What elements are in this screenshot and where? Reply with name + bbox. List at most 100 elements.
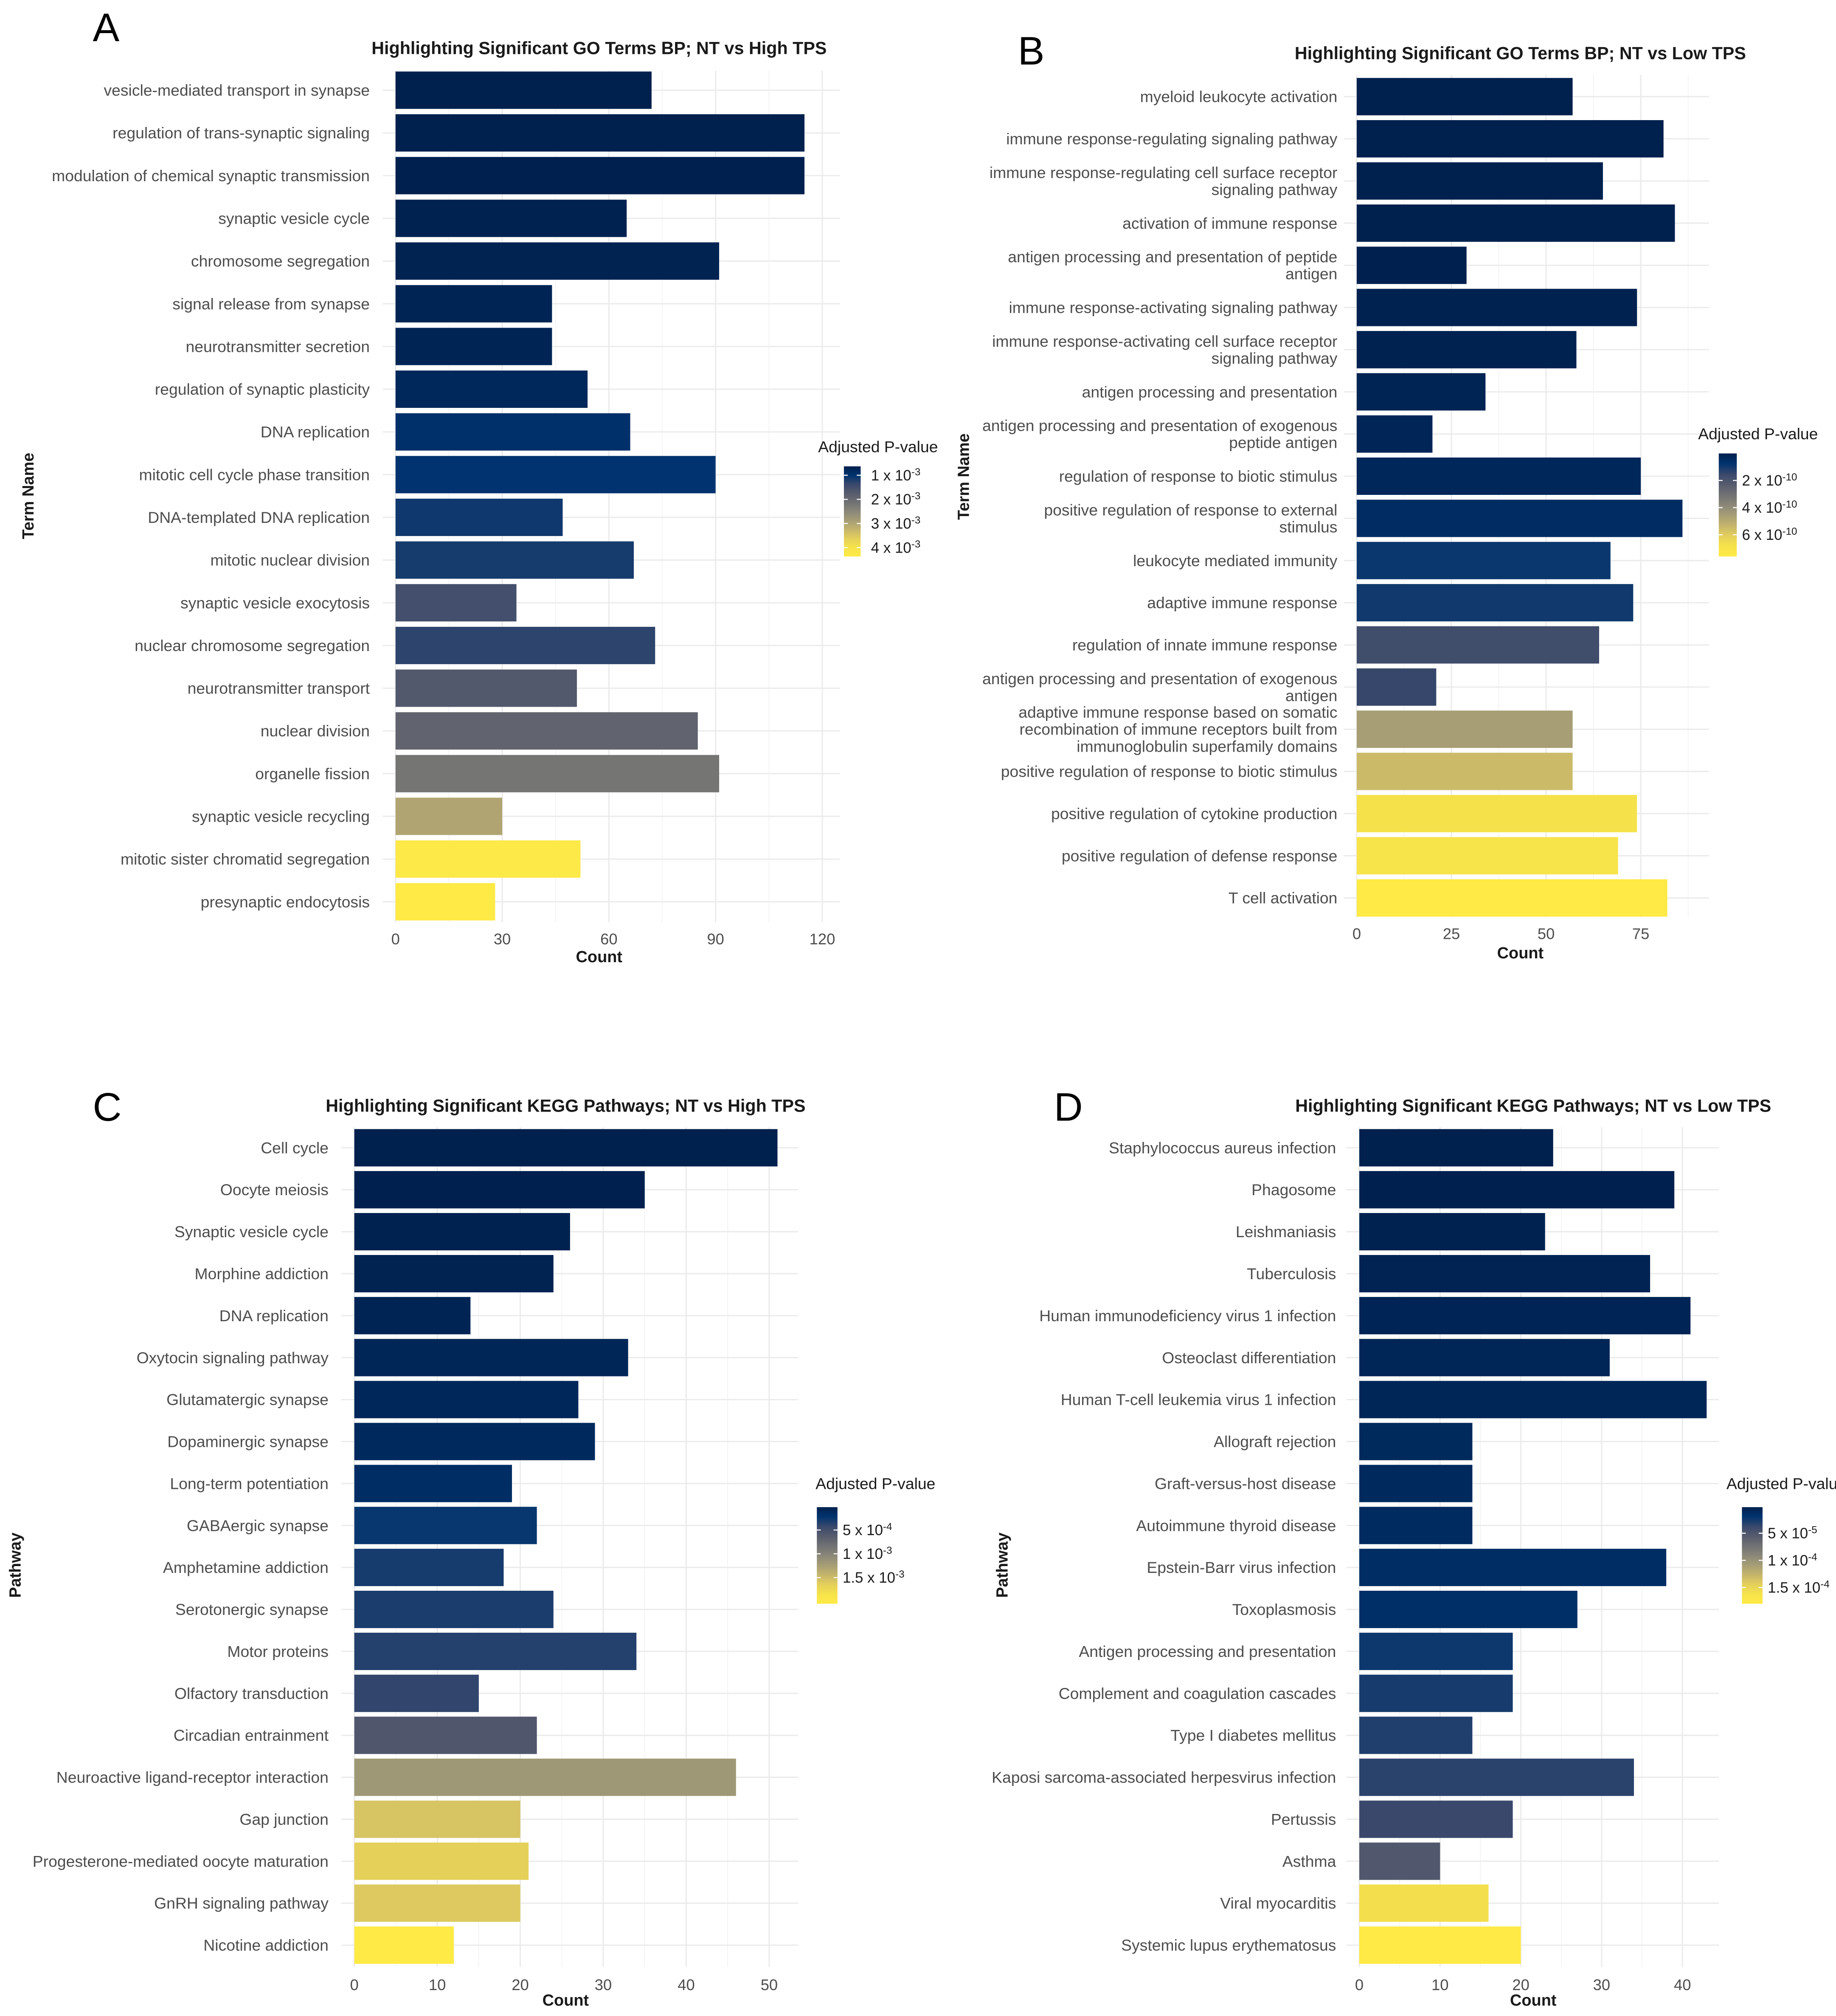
chart-title: Highlighting Significant GO Terms BP; NT…	[371, 39, 827, 58]
category-label: synaptic vesicle exocytosis	[180, 594, 370, 612]
bar	[354, 1129, 778, 1167]
category-label: Nicotine addiction	[203, 1936, 329, 1954]
category-label: Asthma	[1282, 1852, 1336, 1870]
category-label: adaptive immune response	[1147, 594, 1337, 612]
category-label: Human T-cell leukemia virus 1 infection	[1061, 1391, 1336, 1409]
legend-title: Adjusted P-value	[818, 438, 938, 455]
x-axis-title: Count	[1510, 1992, 1557, 2010]
category-label: GABAergic synapse	[187, 1516, 329, 1534]
color-legend: Adjusted P-value 5 x 10-4 1 x 10-3 1.5 x 10…	[815, 1475, 935, 1604]
category-label: positive regulation of response to exter…	[1044, 501, 1337, 536]
x-tick-label: 20	[512, 1976, 529, 1994]
panel-letter: A	[93, 5, 120, 50]
legend-tick-label: 2 x 10-3	[871, 491, 921, 508]
bar	[354, 1507, 537, 1544]
bar	[1359, 1297, 1691, 1334]
bar	[1356, 500, 1683, 537]
bar	[1359, 1800, 1513, 1838]
colorbar	[843, 466, 861, 557]
legend-tick-label: 1 x 10-3	[871, 466, 921, 484]
bar	[395, 626, 655, 664]
category-label: Toxoplasmosis	[1232, 1600, 1336, 1618]
bar	[1356, 795, 1637, 832]
bar	[354, 1716, 537, 1754]
x-tick-label: 40	[678, 1976, 695, 1994]
category-label: GnRH signaling pathway	[154, 1894, 329, 1912]
category-label: DNA replication	[219, 1307, 329, 1325]
category-label: immune response-regulating signaling pat…	[1006, 130, 1338, 148]
bar	[1356, 668, 1437, 706]
bar	[1356, 289, 1637, 326]
x-tick-label: 40	[1674, 1976, 1691, 1994]
x-axis-title: Count	[576, 948, 623, 966]
category-label: positive regulation of cytokine producti…	[1051, 805, 1337, 823]
category-label: Glutamatergic synapse	[166, 1391, 329, 1409]
bar	[395, 840, 581, 878]
category-label: leukocyte mediated immunity	[1133, 552, 1338, 570]
bar	[1356, 542, 1611, 579]
bar	[1359, 1591, 1577, 1629]
bar	[395, 157, 805, 194]
category-label: mitotic sister chromatid segregation	[121, 850, 370, 868]
bar	[354, 1423, 595, 1460]
x-tick-label: 10	[429, 1976, 446, 1994]
bar	[395, 71, 652, 109]
gridlines	[382, 70, 840, 923]
x-tick-label: 90	[707, 930, 724, 948]
bar	[395, 328, 552, 365]
bar	[395, 797, 503, 835]
bar	[354, 1465, 512, 1502]
panel-D: Staphylococcus aureus infection Phagosome…	[992, 1085, 1836, 2010]
x-tick-label: 50	[1538, 925, 1555, 943]
legend-tick-label: 1 x 10-3	[843, 1545, 892, 1562]
category-label: DNA-templated DNA replication	[148, 508, 370, 526]
x-tick-label: 25	[1443, 925, 1460, 943]
bar	[1359, 1213, 1545, 1251]
category-label: immune response-activating signaling pat…	[1009, 299, 1337, 317]
category-label: antigen processing and presentation	[1082, 383, 1338, 401]
category-label: Dopaminergic synapse	[167, 1433, 329, 1451]
category-label: Olfactory transduction	[174, 1685, 329, 1702]
x-tick-label: 10	[1431, 1976, 1448, 1994]
legend-title: Adjusted P-value	[815, 1475, 935, 1493]
x-tick-label: 30	[595, 1976, 612, 1994]
bar	[354, 1171, 645, 1209]
chart-title: Highlighting Significant KEGG Pathways; …	[326, 1096, 805, 1115]
bar	[395, 541, 634, 579]
bar	[395, 584, 517, 622]
category-label: Synaptic vesicle cycle	[174, 1223, 329, 1241]
gridlines	[1344, 75, 1709, 918]
bar	[395, 285, 552, 323]
bar	[395, 370, 588, 408]
panel-A: vesicle-mediated transport in synapse reg…	[20, 5, 938, 966]
panel-C: Cell cycle Oocyte meiosis Synaptic vesicle…	[7, 1085, 936, 2010]
legend-tick-label: 4 x 10-10	[1742, 499, 1797, 516]
colorbar	[1718, 453, 1737, 557]
bar	[1359, 1129, 1553, 1167]
category-label: synaptic vesicle cycle	[218, 209, 370, 227]
colorbar	[1742, 1507, 1763, 1604]
bar	[1356, 752, 1573, 790]
bar	[354, 1674, 479, 1712]
category-label: Complement and coagulation cascades	[1059, 1685, 1336, 1702]
x-tick-label: 0	[391, 930, 400, 948]
x-tick-label: 0	[350, 1976, 359, 1994]
category-label: immune response-regulating cell surface …	[990, 163, 1338, 198]
chart-title: Highlighting Significant KEGG Pathways; …	[1295, 1096, 1771, 1115]
category-label: Allograft rejection	[1214, 1433, 1336, 1451]
category-label: neurotransmitter transport	[188, 679, 370, 697]
bar	[1359, 1884, 1489, 1922]
x-tick-label: 30	[1593, 1976, 1610, 1994]
color-legend: Adjusted P-value 5 x 10-5 1 x 10-4 1.5 x 10…	[1726, 1475, 1836, 1604]
bar	[1356, 879, 1667, 917]
bar	[1359, 1255, 1650, 1292]
legend-tick-label: 2 x 10-10	[1742, 472, 1797, 489]
category-label: vesicle-mediated transport in synapse	[104, 81, 370, 99]
bar	[395, 712, 698, 750]
category-label: Epstein-Barr virus infection	[1147, 1558, 1336, 1576]
category-label: Autoimmune thyroid disease	[1136, 1516, 1336, 1534]
legend-tick-label: 1.5 x 10-3	[843, 1569, 905, 1586]
category-label: Staphylococcus aureus infection	[1109, 1139, 1336, 1157]
category-label: Tuberculosis	[1247, 1265, 1336, 1283]
category-label: Pertussis	[1271, 1810, 1336, 1828]
